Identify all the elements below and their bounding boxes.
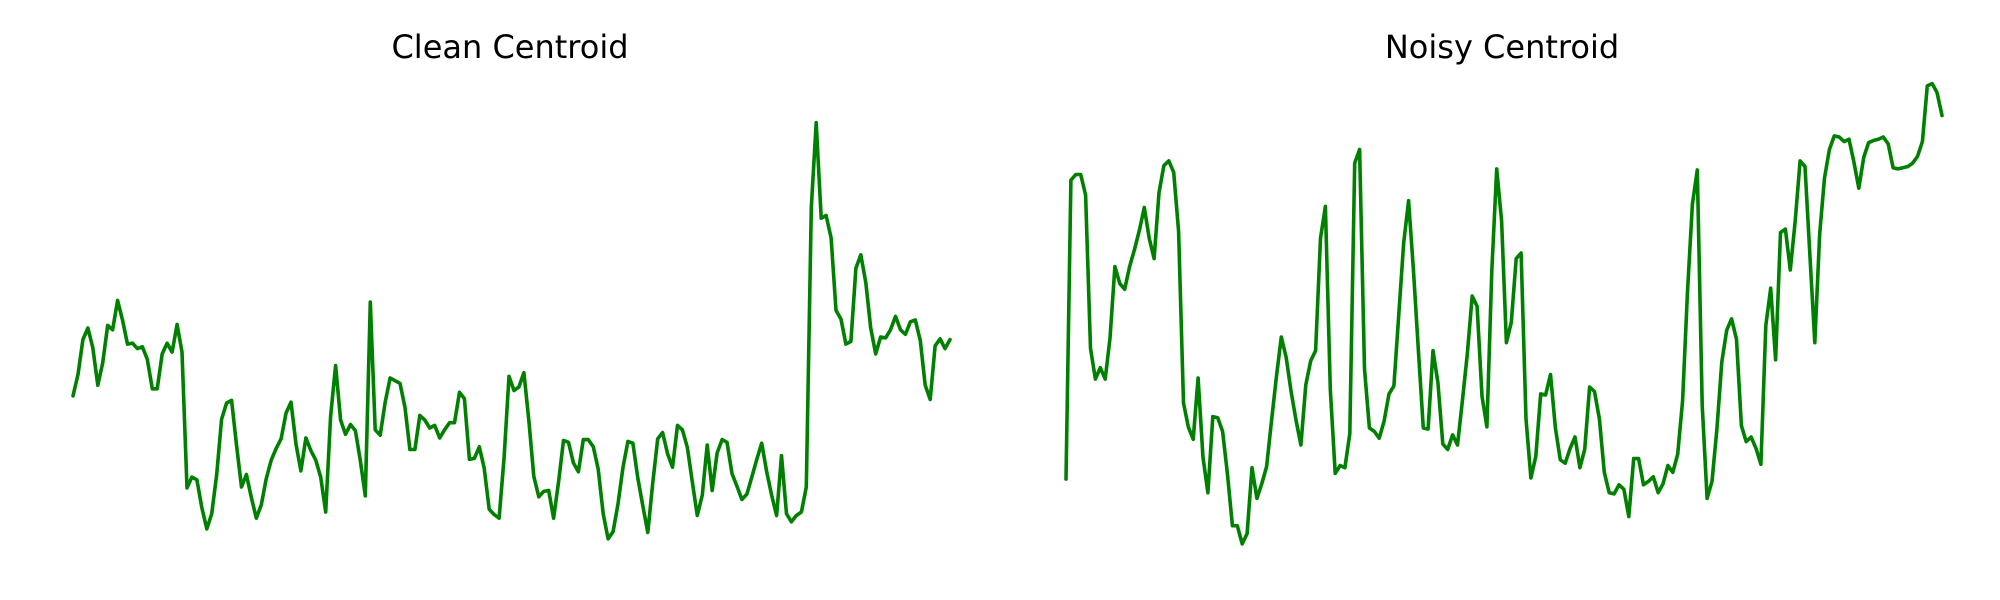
noisy-centroid-title: Noisy Centroid [1385,28,1619,66]
noisy-centroid-line [1064,81,1944,546]
clean-centroid-chart: Clean Centroid [71,28,952,541]
noisy-centroid-chart: Noisy Centroid [1064,28,1944,546]
clean-centroid-line [71,120,952,541]
clean-centroid-title: Clean Centroid [391,28,628,66]
